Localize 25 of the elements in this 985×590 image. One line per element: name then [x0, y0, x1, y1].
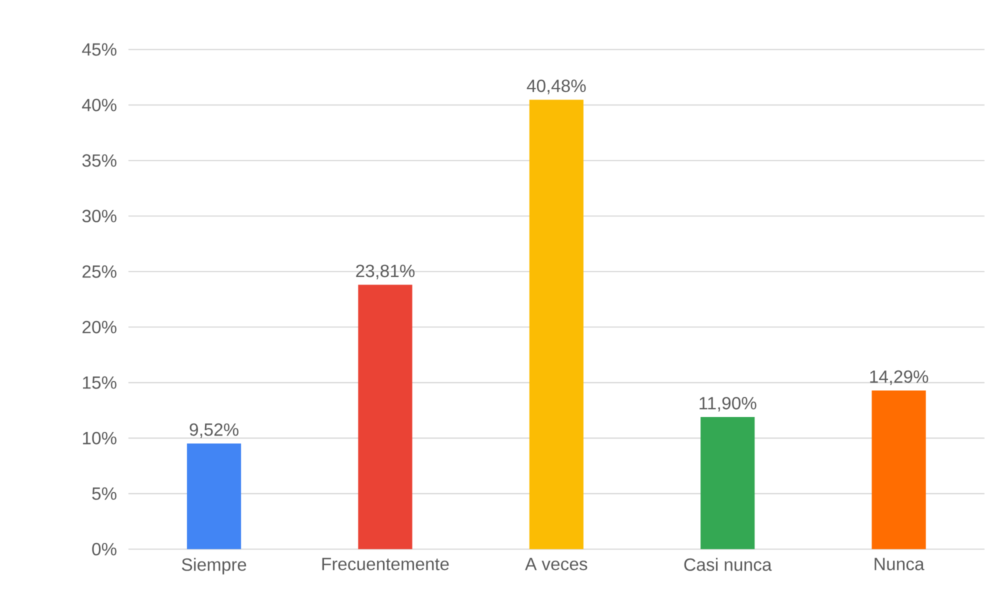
y-tick-label: 30%	[82, 210, 116, 222]
y-tick-label: 10%	[83, 432, 116, 444]
data-label: 23,81%	[356, 264, 415, 280]
x-tick-label: Nunca	[874, 558, 924, 570]
y-tick-label: 25%	[82, 265, 116, 278]
y-tick-label: 15%	[83, 376, 116, 389]
y-tick-label: 40%	[82, 98, 116, 112]
bar	[872, 390, 926, 550]
bar	[358, 284, 412, 550]
bar	[529, 100, 584, 550]
bar	[700, 417, 755, 550]
data-label: 14,29%	[870, 370, 928, 386]
data-label: 9,52%	[190, 423, 238, 438]
y-tick-label: 45%	[82, 43, 116, 56]
x-tick-label: A veces	[525, 558, 588, 570]
y-tick-label: 35%	[82, 154, 116, 167]
data-label: 40,48%	[526, 80, 586, 94]
y-tick-label: 20%	[82, 320, 116, 334]
x-tick-label: Frecuentemente	[322, 558, 449, 570]
x-tick-label: Siempre	[182, 558, 246, 574]
y-tick-label: 0%	[92, 542, 116, 556]
bar	[186, 443, 242, 550]
y-tick-label: 5%	[92, 487, 116, 500]
x-tick-label: Casi nunca	[684, 558, 772, 571]
data-label: 11,90%	[700, 396, 756, 412]
